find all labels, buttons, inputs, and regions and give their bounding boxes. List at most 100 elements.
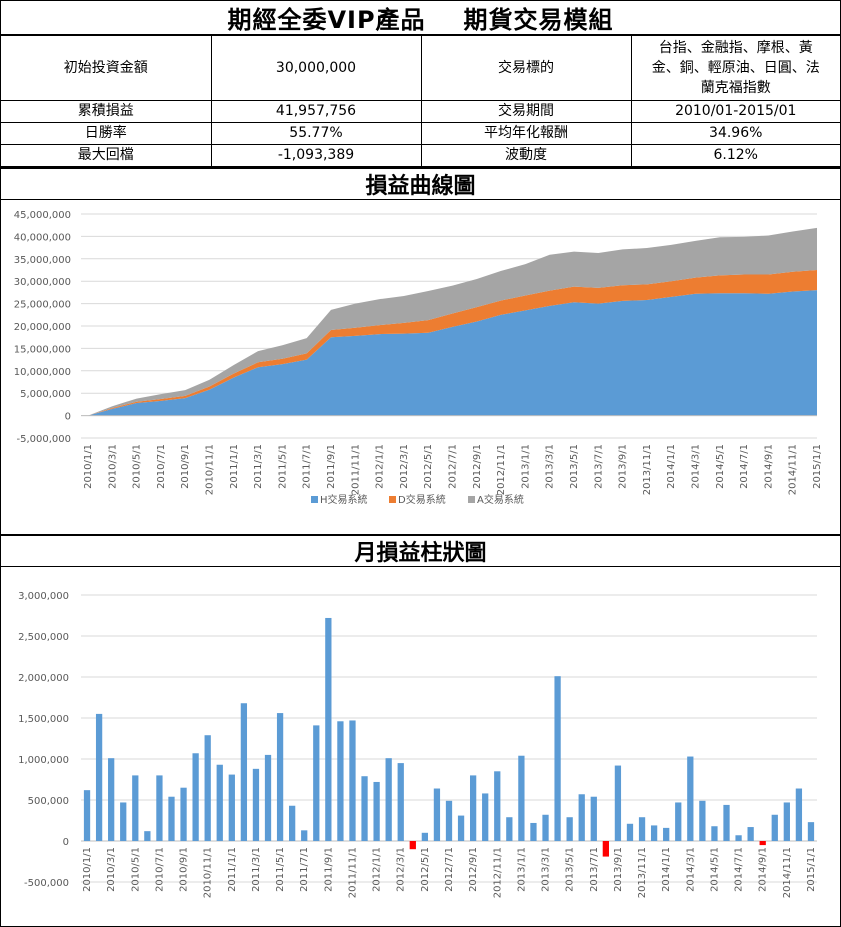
- x-tick-label: 2012/9/1: [472, 444, 483, 489]
- x-tick-label: 2010/11/1: [203, 847, 214, 898]
- monthly-bar: [747, 826, 754, 841]
- x-tick-label: 2014/5/1: [715, 444, 726, 489]
- initial-investment-value: 30,000,000: [210, 36, 422, 101]
- monthly-bar: [687, 756, 694, 841]
- monthly-bar: [132, 774, 139, 841]
- x-tick-label: 2013/1/1: [520, 444, 531, 489]
- monthly-bar: [445, 800, 453, 841]
- x-tick-label: 2011/11/1: [347, 847, 358, 898]
- x-tick-label: 2010/3/1: [106, 847, 117, 892]
- y-tick-label: 15,000,000: [14, 344, 71, 355]
- x-tick-label: 2014/3/1: [691, 444, 702, 489]
- x-tick-label: 2013/7/1: [589, 847, 600, 892]
- monthly-bar: [83, 789, 91, 841]
- x-tick-label: 2013/3/1: [545, 444, 556, 489]
- monthly-bar: [554, 675, 561, 841]
- x-tick-label: 2013/9/1: [618, 444, 629, 489]
- x-tick-label: 2013/9/1: [613, 847, 624, 892]
- y-tick-label: 0: [65, 411, 71, 422]
- module-name: 期貨交易模組: [463, 6, 614, 34]
- y-tick-label: 35,000,000: [14, 254, 71, 265]
- x-tick-label: 2014/11/1: [788, 444, 799, 495]
- report-title: 期經全委VIP產品 期貨交易模組: [1, 1, 840, 36]
- cumulative-pnl-label: 累積損益: [1, 99, 212, 123]
- monthly-bar: [216, 764, 223, 841]
- monthly-bar: [108, 757, 115, 841]
- x-tick-label: 2014/9/1: [758, 847, 769, 892]
- monthly-bar: [530, 822, 537, 841]
- monthly-bar: [192, 752, 199, 841]
- monthly-bar: [313, 724, 320, 841]
- volatility-label: 波動度: [420, 143, 632, 167]
- y-tick-label: 3,000,000: [18, 591, 69, 602]
- y-tick-label: 2,000,000: [18, 673, 69, 684]
- monthly-bar: [711, 825, 718, 841]
- x-tick-label: 2012/11/1: [492, 847, 503, 898]
- monthly-bar: [735, 834, 742, 841]
- legend-label: A交易系統: [477, 493, 524, 506]
- monthly-bar: [120, 801, 127, 841]
- y-tick-label: 10,000,000: [14, 366, 71, 377]
- x-tick-label: 2014/11/1: [782, 847, 793, 898]
- x-tick-label: 2013/7/1: [593, 444, 604, 489]
- monthly-bar: [590, 796, 597, 841]
- trading-target-label: 交易標的: [420, 36, 632, 101]
- monthly-bar: [759, 840, 766, 845]
- monthly-bar: [663, 827, 670, 841]
- annual-return-label: 平均年化報酬: [420, 121, 632, 145]
- y-tick-label: -5,000,000: [16, 434, 71, 445]
- x-tick-label: 2012/5/1: [420, 847, 431, 892]
- x-tick-label: 2012/11/1: [496, 443, 507, 494]
- x-tick-label: 2013/5/1: [565, 847, 576, 892]
- product-name: 期經全委VIP產品: [227, 6, 426, 34]
- monthly-bar: [385, 757, 392, 841]
- monthly-bar: [204, 734, 211, 841]
- target-line: 蘭克福指數: [700, 79, 771, 96]
- monthly-bar: [518, 755, 525, 841]
- monthly-bar: [626, 823, 634, 841]
- x-tick-label: 2013/5/1: [569, 444, 580, 489]
- x-tick-label: 2011/7/1: [299, 847, 310, 892]
- monthly-bar: [301, 829, 308, 841]
- monthly-bar: [180, 787, 187, 841]
- monthly-bar: [433, 788, 441, 841]
- x-tick-label: 2013/3/1: [541, 847, 552, 892]
- monthly-bar: [638, 816, 646, 841]
- x-tick-label: 2014/1/1: [666, 444, 677, 489]
- area-series-a: [88, 227, 817, 416]
- x-tick-label: 2012/3/1: [396, 847, 407, 892]
- x-tick-label: 2013/1/1: [516, 847, 527, 892]
- monthly-bar: [397, 762, 404, 841]
- y-tick-label: 5,000,000: [20, 389, 71, 400]
- x-tick-label: 2011/5/1: [275, 847, 286, 892]
- monthly-bar: [783, 801, 790, 841]
- x-tick-label: 2013/11/1: [642, 444, 653, 495]
- monthly-bar-chart: -500,000 0 500,000 1,000,000 1,500,000 2,000,…: [18, 591, 817, 898]
- x-tick-label: 2010/7/1: [156, 444, 167, 489]
- x-tick-label: 2011/3/1: [251, 847, 262, 892]
- monthly-bar: [506, 816, 513, 841]
- monthly-bar: [421, 832, 429, 841]
- x-tick-label: 2012/7/1: [444, 847, 455, 892]
- x-tick-label: 2010/11/1: [205, 444, 216, 495]
- x-tick-label: 2012/7/1: [448, 444, 459, 489]
- monthly-bar: [264, 754, 272, 841]
- legend-label: D交易系統: [398, 493, 446, 506]
- summary-table: 初始投資金額 30,000,000 交易標的 台指、金融指、摩根、黃 金、銅、輕…: [1, 36, 840, 167]
- y-tick-label: 500,000: [28, 796, 69, 807]
- x-tick-label: 2011/9/1: [326, 444, 337, 489]
- trading-target-value: 台指、金融指、摩根、黃 金、銅、輕原油、日圓、法 蘭克福指數: [630, 36, 840, 101]
- monthly-bar: [469, 774, 477, 841]
- x-tick-label: 2012/5/1: [423, 444, 434, 489]
- monthly-chart-title: 月損益柱狀圖: [1, 533, 840, 567]
- monthly-bar: [349, 719, 356, 841]
- x-tick-label: 2010/5/1: [130, 847, 141, 892]
- x-tick-label: 2014/1/1: [661, 847, 672, 892]
- y-tick-label: 20,000,000: [14, 322, 71, 333]
- cumulative-pnl-value: 41,957,756: [210, 99, 422, 123]
- monthly-bar: [95, 713, 103, 841]
- monthly-bar: [494, 770, 501, 841]
- y-tick-label: 40,000,000: [14, 232, 71, 243]
- monthly-bar: [699, 800, 706, 841]
- y-tick-label: -500,000: [24, 878, 69, 889]
